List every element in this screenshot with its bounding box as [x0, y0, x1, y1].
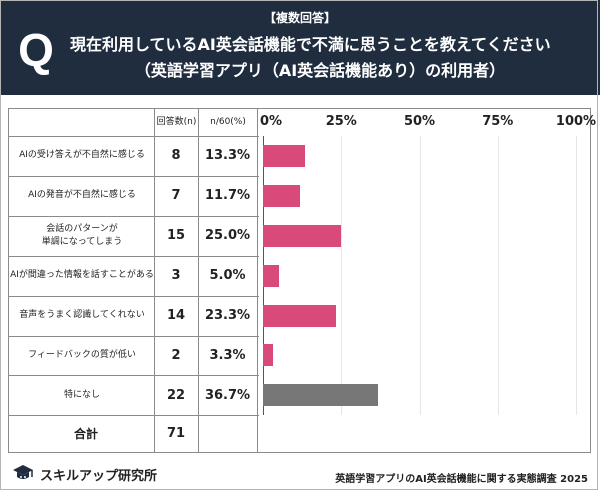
graduation-cap-icon	[13, 465, 33, 479]
percent-value: 5.0%	[209, 268, 246, 284]
bar	[263, 144, 305, 167]
results-table: 回答数(n) n/60(%) 0% 25% 50% 75% 100% AIの受け答えが不…	[8, 108, 596, 453]
row-divider	[9, 215, 259, 217]
multiple-answer-tag: 【複数回答】	[263, 11, 336, 25]
count-value: 3	[171, 268, 181, 284]
question-title: 現在利用しているAI英会話機能で不満に思うことを教えてください	[70, 35, 551, 54]
count-value: 22	[166, 387, 186, 403]
row-divider	[9, 375, 259, 377]
row-divider	[9, 415, 259, 417]
header-banner: 【複数回答】 Q 現在利用しているAI英会話機能で不満に思うことを教えてください…	[0, 0, 600, 95]
x-gridline	[341, 136, 343, 416]
row-divider	[9, 175, 259, 177]
row-divider	[9, 255, 259, 257]
category-label: 音声をうまく認識してくれない	[19, 310, 145, 321]
question-q-icon: Q	[18, 24, 54, 76]
percent-value: 36.7%	[204, 387, 251, 403]
count-value: 7	[171, 188, 181, 204]
brand-logo: スキルアップ研究所	[12, 462, 157, 486]
count-value: 15	[166, 228, 186, 244]
percent-value: 13.3%	[204, 148, 251, 164]
row-divider	[9, 136, 259, 137]
x-gridline	[497, 136, 499, 416]
category-label: AIの受け答えが不自然に感じる	[19, 150, 145, 161]
col-divider	[257, 109, 258, 452]
category-label: フィードバックの質が低い	[28, 349, 136, 360]
row-divider	[9, 295, 259, 297]
col-divider	[154, 109, 155, 452]
col-divider	[198, 109, 199, 452]
bar	[263, 304, 336, 327]
category-label: AIの発音が不自然に感じる	[28, 190, 136, 201]
category-label: 会話のパターンが 単調になってしまう	[41, 223, 123, 247]
category-label: 特になし	[63, 389, 100, 400]
percent-value: 25.0%	[204, 228, 251, 244]
count-value: 8	[171, 148, 181, 164]
brand-name: スキルアップ研究所	[40, 468, 158, 484]
bar	[263, 344, 274, 367]
x-tick-label: 75%	[482, 114, 514, 129]
x-tick-label: 100%	[555, 114, 597, 129]
bar	[263, 224, 342, 247]
x-tick-label: 0%	[259, 114, 283, 129]
bar	[263, 384, 378, 407]
percent-value: 3.3%	[209, 347, 246, 363]
category-label: AIが間違った情報を話すことがある	[10, 270, 154, 281]
x-gridline	[576, 136, 577, 416]
bar	[263, 264, 279, 287]
total-label: 合計	[73, 427, 98, 441]
percent-value: 11.7%	[204, 188, 251, 204]
total-count: 71	[166, 426, 186, 441]
x-tick-label: 50%	[403, 114, 436, 129]
bar	[263, 184, 300, 207]
count-value: 14	[166, 308, 186, 324]
row-divider	[9, 335, 259, 337]
x-tick-label: 25%	[325, 114, 357, 129]
header-percent: n/60(%)	[210, 117, 246, 127]
count-value: 2	[171, 347, 181, 363]
question-subtitle: （英語学習アプリ（AI英会話機能あり）の利用者）	[134, 61, 506, 80]
percent-value: 23.3%	[204, 308, 251, 324]
header-count: 回答数(n)	[156, 117, 197, 127]
x-gridline	[419, 136, 421, 416]
survey-source: 英語学習アプリのAI英会話機能に関する実態調査 2025	[335, 474, 588, 485]
